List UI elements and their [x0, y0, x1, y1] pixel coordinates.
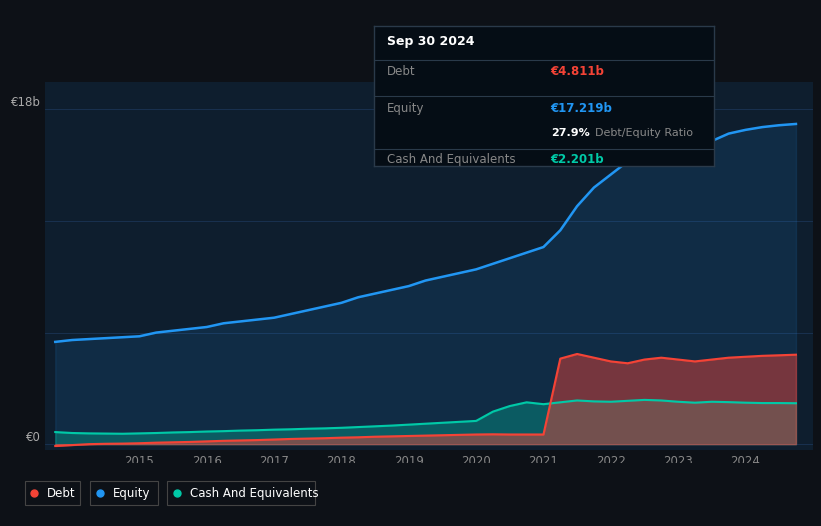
Text: Cash And Equivalents: Cash And Equivalents: [190, 487, 319, 500]
Text: €17.219b: €17.219b: [551, 102, 612, 115]
Text: €2.201b: €2.201b: [551, 153, 604, 166]
Text: €4.811b: €4.811b: [551, 65, 604, 78]
Text: €18b: €18b: [11, 96, 41, 109]
Text: Cash And Equivalents: Cash And Equivalents: [388, 153, 516, 166]
Text: 27.9%: 27.9%: [551, 128, 589, 138]
Text: Debt: Debt: [388, 65, 415, 78]
Text: Debt/Equity Ratio: Debt/Equity Ratio: [595, 128, 693, 138]
Text: Equity: Equity: [388, 102, 424, 115]
Text: Equity: Equity: [112, 487, 150, 500]
Text: Debt: Debt: [47, 487, 76, 500]
Text: €0: €0: [26, 431, 41, 444]
Text: Sep 30 2024: Sep 30 2024: [388, 35, 475, 48]
